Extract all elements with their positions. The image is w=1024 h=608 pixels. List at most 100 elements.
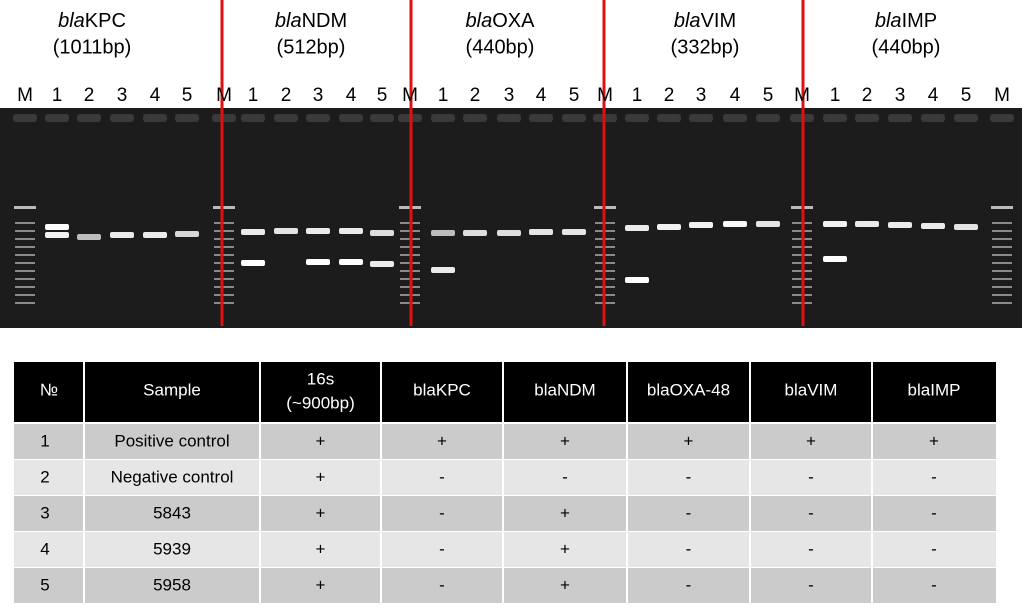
header-cell: blaOXA-48 <box>647 380 730 399</box>
header-cell: № <box>40 380 58 399</box>
cell: 5843 <box>153 503 191 522</box>
ladder-band <box>15 246 35 248</box>
well <box>241 114 265 122</box>
cell: + <box>316 575 326 594</box>
cell: - <box>439 467 445 486</box>
row-bg <box>14 532 996 568</box>
cell: + <box>560 575 570 594</box>
ladder-band <box>992 270 1012 272</box>
header-bg <box>14 362 996 422</box>
lane-label: 4 <box>730 85 741 106</box>
lane-label: M <box>994 85 1010 106</box>
ladder-band <box>15 254 35 256</box>
band <box>657 224 681 230</box>
well <box>463 114 487 122</box>
gene-prefix: bla <box>58 10 85 32</box>
well <box>562 114 586 122</box>
gene-name: VIM <box>701 10 737 32</box>
lane-label: M <box>402 85 418 106</box>
cell: - <box>808 575 814 594</box>
well <box>990 114 1014 122</box>
gene-prefix: bla <box>275 10 302 32</box>
ladder-band <box>214 302 234 304</box>
header-cell: 16s <box>307 369 334 388</box>
well <box>431 114 455 122</box>
band <box>241 260 265 266</box>
band <box>431 230 455 236</box>
row-bg <box>14 460 996 496</box>
ladder-band <box>214 222 234 224</box>
cell: - <box>931 539 937 558</box>
panel-title: blaOXA <box>466 10 536 32</box>
ladder-band <box>15 278 35 280</box>
cell: 1 <box>40 431 49 450</box>
band <box>689 222 713 228</box>
band <box>823 256 847 262</box>
cell: - <box>931 467 937 486</box>
lane-label: 4 <box>150 85 161 106</box>
cell: - <box>686 503 692 522</box>
header-cell: blaIMP <box>908 380 961 399</box>
cell: - <box>439 503 445 522</box>
lane-label: 2 <box>281 85 292 106</box>
row-bg <box>14 568 996 604</box>
band <box>370 261 394 267</box>
lane-label: M <box>216 85 232 106</box>
well <box>954 114 978 122</box>
lane-label: 3 <box>895 85 906 106</box>
lane-label: 1 <box>830 85 841 106</box>
cell: - <box>562 467 568 486</box>
ladder-band <box>992 262 1012 264</box>
well <box>175 114 199 122</box>
ladder-band <box>214 238 234 240</box>
ladder-band <box>15 294 35 296</box>
well <box>756 114 780 122</box>
lane-label: 1 <box>248 85 259 106</box>
panel-title: blaVIM <box>674 10 736 32</box>
ladder-band <box>214 230 234 232</box>
cell: + <box>560 503 570 522</box>
ladder-band <box>14 206 36 209</box>
row-bg <box>14 424 996 460</box>
band <box>306 228 330 234</box>
cell: + <box>437 431 447 450</box>
band <box>110 232 134 238</box>
panel-size: (1011bp) <box>53 36 132 58</box>
well <box>212 114 236 122</box>
band <box>855 221 879 227</box>
ladder-band <box>214 262 234 264</box>
gene-name: KPC <box>85 10 126 32</box>
gene-name: NDM <box>302 10 348 32</box>
cell: - <box>808 503 814 522</box>
band <box>274 228 298 234</box>
band <box>463 230 487 236</box>
band <box>823 221 847 227</box>
cell: + <box>316 539 326 558</box>
band <box>143 232 167 238</box>
well <box>625 114 649 122</box>
panel-size: (440bp) <box>872 36 941 58</box>
ladder-band <box>213 206 235 209</box>
lane-label: 5 <box>961 85 972 106</box>
band <box>77 234 101 240</box>
cell: - <box>686 539 692 558</box>
cell: + <box>929 431 939 450</box>
ladder-band <box>214 254 234 256</box>
ladder-band <box>992 230 1012 232</box>
gel <box>13 0 1014 326</box>
header-cell: blaVIM <box>785 380 838 399</box>
gene-prefix: bla <box>466 10 493 32</box>
cell: - <box>439 539 445 558</box>
ladder-band <box>15 302 35 304</box>
ladder-band <box>214 246 234 248</box>
ladder-band <box>214 286 234 288</box>
ladder-band <box>992 294 1012 296</box>
band <box>756 221 780 227</box>
lane-label: 1 <box>52 85 63 106</box>
band <box>175 231 199 237</box>
cell: + <box>316 431 326 450</box>
ladder-band <box>15 230 35 232</box>
well <box>497 114 521 122</box>
lane-label: 2 <box>664 85 675 106</box>
well <box>77 114 101 122</box>
